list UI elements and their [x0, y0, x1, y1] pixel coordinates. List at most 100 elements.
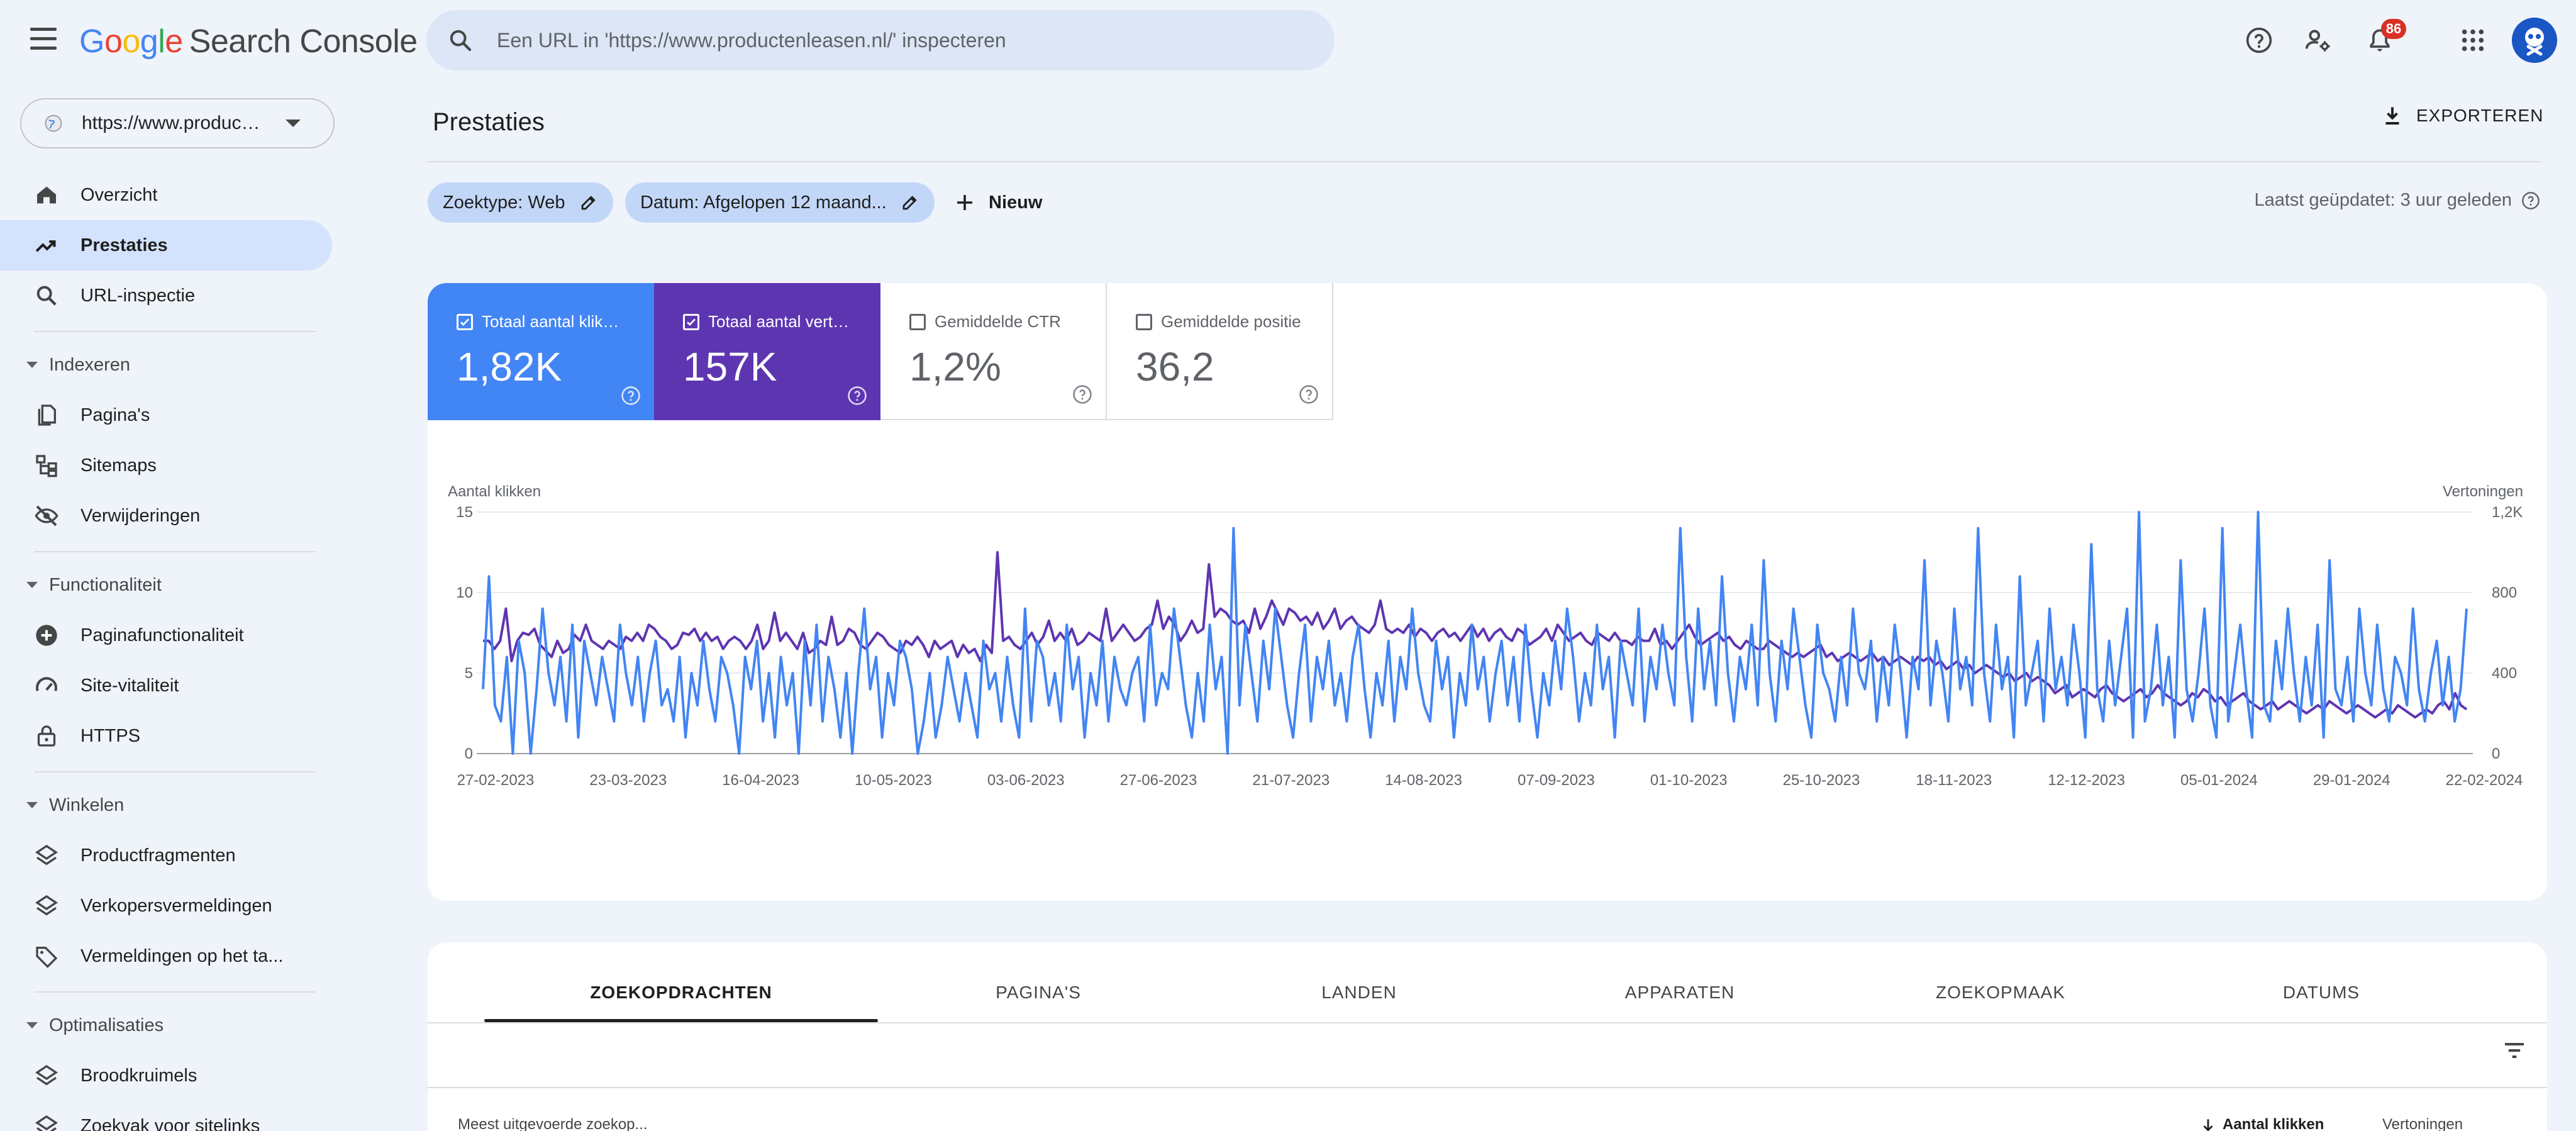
collapse-arrow-icon — [26, 362, 38, 368]
sidebar-item-sitemaps[interactable]: Sitemaps — [0, 440, 332, 491]
collapse-arrow-icon — [26, 1022, 38, 1028]
download-icon — [2381, 104, 2404, 127]
layers-icon — [34, 893, 59, 918]
column-header-clicks[interactable]: Aantal klikken — [2200, 1116, 2324, 1131]
y-tick-label: 5 — [465, 665, 473, 682]
tab-paginas[interactable]: PAGINA'S — [878, 967, 1199, 1018]
lock-icon — [34, 723, 59, 749]
x-tick-label: 03-06-2023 — [987, 772, 1065, 789]
sidebar-item-verwijderingen[interactable]: Verwijderingen — [0, 491, 332, 541]
x-tick-label: 01-10-2023 — [1650, 772, 1728, 789]
x-tick-label: 16-04-2023 — [722, 772, 799, 789]
account-avatar[interactable] — [2512, 18, 2557, 63]
x-tick-label: 18-11-2023 — [1916, 772, 1992, 789]
x-tick-label: 21-07-2023 — [1252, 772, 1330, 789]
notifications-icon[interactable]: 86 — [2360, 20, 2400, 60]
help-icon[interactable] — [620, 385, 641, 406]
globe-icon — [44, 114, 63, 133]
property-url: https://www.productenleasen.nl/ — [82, 113, 264, 134]
checkbox-unchecked-icon[interactable] — [909, 314, 926, 330]
y2-tick-label: 0 — [2492, 745, 2500, 762]
sidebar-item-zoekvak-sitelinks[interactable]: Zoekvak voor sitelinks — [0, 1101, 332, 1131]
property-selector[interactable]: https://www.productenleasen.nl/ — [20, 98, 335, 148]
sidebar-section-indexeren[interactable]: Indexeren — [0, 346, 332, 384]
sidebar-item-https[interactable]: HTTPS — [0, 711, 332, 761]
sidebar-item-paginas[interactable]: Pagina's — [0, 390, 332, 440]
sidebar-item-label: Prestaties — [80, 235, 168, 256]
collapse-arrow-icon — [26, 802, 38, 808]
home-icon — [34, 182, 59, 208]
chevron-down-icon — [286, 120, 301, 127]
help-icon[interactable] — [1298, 384, 1319, 405]
performance-line-chart[interactable]: Aantal klikken Vertoningen 0 0 5 400 10 800 15 1,… — [428, 440, 2547, 881]
sidebar-section-winkelen[interactable]: Winkelen — [0, 786, 332, 824]
filter-rows-button[interactable] — [2502, 1038, 2527, 1066]
sidebar-item-vermeldingen[interactable]: Vermeldingen op het ta... — [0, 931, 332, 981]
apps-grid-icon[interactable] — [2453, 20, 2493, 60]
sidebar-section-optimalisaties[interactable]: Optimalisaties — [0, 1006, 332, 1044]
sidebar-item-broodkruimels[interactable]: Broodkruimels — [0, 1050, 332, 1101]
x-tick-label: 10-05-2023 — [855, 772, 932, 789]
metric-total-impressions[interactable]: Totaal aantal vertoningen 157K — [654, 283, 880, 420]
metric-average-ctr[interactable]: Gemiddelde CTR 1,2% — [880, 283, 1107, 420]
tab-apparaten[interactable]: APPARATEN — [1519, 967, 1840, 1018]
x-tick-label: 27-02-2023 — [457, 772, 535, 789]
filter-chip-date[interactable]: Datum: Afgelopen 12 maand... — [625, 182, 935, 223]
url-inspect-search[interactable] — [426, 10, 1335, 70]
collapse-arrow-icon — [26, 582, 38, 588]
sidebar-divider — [34, 551, 316, 552]
y2-tick-label: 400 — [2492, 665, 2517, 682]
search-icon — [34, 283, 59, 308]
sidebar-item-prestaties[interactable]: Prestaties — [0, 220, 332, 270]
checkbox-checked-icon[interactable] — [457, 314, 473, 330]
sidebar-item-verkopersvermeldingen[interactable]: Verkopersvermeldingen — [0, 881, 332, 931]
speed-gauge-icon — [34, 673, 59, 698]
sidebar-item-url-inspectie[interactable]: URL-inspectie — [0, 270, 332, 321]
sidebar-item-overzicht[interactable]: Overzicht — [0, 170, 332, 220]
add-circle-icon — [34, 623, 59, 648]
tab-zoekopmaak[interactable]: ZOEKOPMAAK — [1840, 967, 2161, 1018]
layers-icon — [34, 843, 59, 868]
add-filter-button[interactable]: Nieuw — [953, 182, 1042, 223]
checkbox-unchecked-icon[interactable] — [1136, 314, 1152, 330]
page-title: Prestaties — [433, 108, 545, 136]
help-icon[interactable] — [1072, 384, 1093, 405]
url-inspect-input[interactable] — [497, 29, 1252, 52]
last-updated: Laatst geüpdatet: 3 uur geleden — [2254, 190, 2541, 211]
layers-icon — [34, 1063, 59, 1088]
tab-landen[interactable]: LANDEN — [1199, 967, 1519, 1018]
tab-zoekopdrachten[interactable]: ZOEKOPDRACHTEN — [484, 967, 878, 1018]
metric-average-position[interactable]: Gemiddelde positie 36,2 — [1107, 283, 1333, 420]
column-header-queries[interactable]: Meest uitgevoerde zoekop... — [458, 1116, 648, 1131]
sidebar-item-productfragmenten[interactable]: Productfragmenten — [0, 830, 332, 881]
y2-axis-title: Vertoningen — [2443, 483, 2523, 500]
search-console-logo[interactable]: Google Search Console — [79, 23, 418, 60]
export-button[interactable]: EXPORTEREN — [2381, 104, 2543, 127]
sort-arrow-down-icon — [2200, 1117, 2216, 1131]
help-icon[interactable] — [847, 385, 868, 406]
help-icon[interactable] — [2521, 191, 2541, 211]
visibility-off-icon — [34, 503, 59, 528]
filter-chip-search-type[interactable]: Zoektype: Web — [428, 182, 613, 223]
x-tick-label: 22-02-2024 — [2446, 772, 2523, 789]
header-divider — [428, 161, 2541, 162]
metric-total-clicks[interactable]: Totaal aantal klikken 1,82K — [428, 283, 654, 420]
user-settings-icon[interactable] — [2298, 20, 2338, 60]
metric-value: 1,2% — [909, 343, 1001, 390]
details-table-card: ZOEKOPDRACHTEN PAGINA'S LANDEN APPARATEN… — [428, 942, 2547, 1131]
y2-tick-label: 800 — [2492, 584, 2517, 601]
checkbox-checked-icon[interactable] — [683, 314, 699, 330]
sidebar-item-paginafunctionaliteit[interactable]: Paginafunctionaliteit — [0, 610, 332, 660]
main-menu-icon[interactable] — [30, 28, 57, 50]
help-icon[interactable] — [2239, 20, 2279, 60]
tag-icon — [34, 944, 59, 969]
tab-datums[interactable]: DATUMS — [2161, 967, 2482, 1018]
sidebar-section-functionaliteit[interactable]: Functionaliteit — [0, 566, 332, 604]
toolbar-divider — [428, 1087, 2547, 1088]
notification-badge: 86 — [2381, 19, 2406, 39]
sidebar-item-site-vitaliteit[interactable]: Site-vitaliteit — [0, 660, 332, 711]
column-header-impressions[interactable]: Vertoningen — [2382, 1116, 2463, 1131]
edit-pencil-icon — [579, 193, 598, 212]
x-tick-label: 27-06-2023 — [1120, 772, 1197, 789]
performance-chart[interactable]: Aantal klikken Vertoningen 0 0 5 400 10 800 15 1,… — [428, 440, 2547, 881]
